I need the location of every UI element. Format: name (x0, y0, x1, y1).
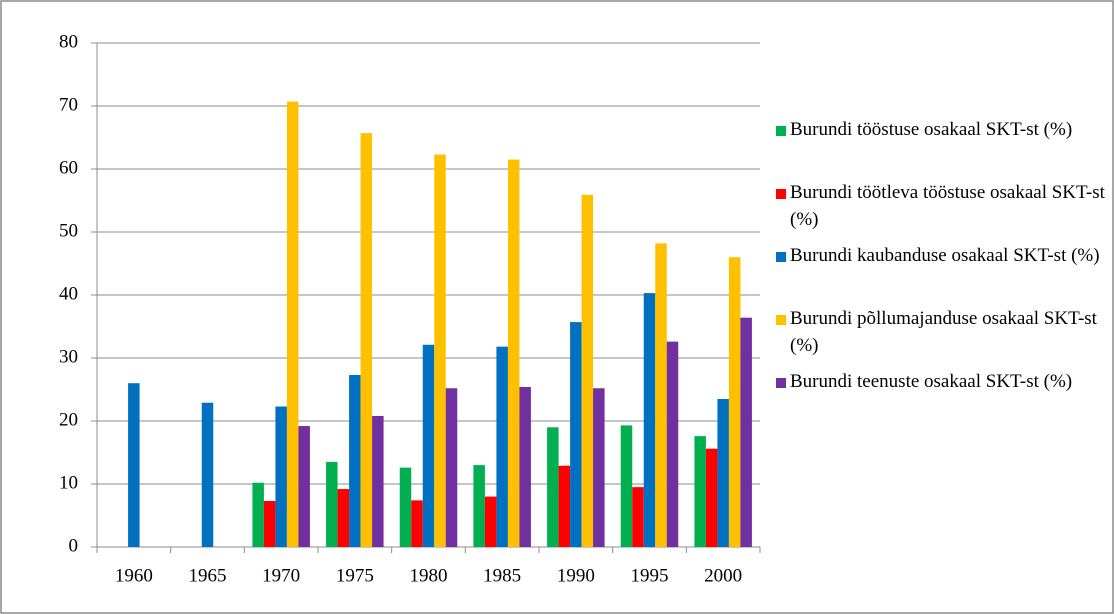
bar (496, 346, 508, 547)
bar (570, 322, 582, 547)
legend-swatch (776, 378, 786, 388)
legend-entry: Burundi teenuste osakaal SKT-st (%) (776, 368, 1106, 431)
bar (275, 406, 287, 547)
bar (484, 496, 497, 547)
legend-entry: Burundi tööstuse osakaal SKT-st (%) (776, 116, 1106, 179)
y-tick-label: 10 (59, 472, 78, 493)
bar (581, 194, 594, 547)
y-tick-label: 50 (59, 220, 78, 241)
bar (558, 465, 571, 547)
bar (298, 426, 310, 547)
bar (201, 402, 214, 547)
x-tick-label: 1975 (336, 565, 374, 586)
x-tick-label: 1970 (262, 565, 300, 586)
bar (337, 489, 350, 547)
legend-swatch (776, 315, 786, 325)
y-tick-label: 60 (59, 157, 78, 178)
bar (411, 500, 423, 547)
bar (632, 487, 644, 547)
bar (728, 257, 741, 547)
x-tick-label: 1965 (189, 565, 227, 586)
x-tick-label: 1990 (557, 565, 595, 586)
bar (422, 344, 435, 547)
legend-label: Burundi kaubanduse osakaal SKT-st (%) (790, 245, 1100, 266)
legend-label: Burundi tööstuse osakaal SKT-st (%) (790, 119, 1073, 140)
bar (507, 159, 520, 548)
legend-label: Burundi teenuste osakaal SKT-st (%) (790, 371, 1073, 392)
legend-entry: Burundi töötleva tööstuse osakaal SKT-st… (776, 179, 1106, 242)
bar (740, 317, 752, 547)
bar (445, 388, 458, 547)
bar (263, 501, 276, 547)
bar (252, 482, 264, 547)
bar (666, 341, 679, 547)
x-tick-label: 1980 (410, 565, 448, 586)
legend-label: Burundi töötleva tööstuse osakaal SKT-st… (790, 182, 1105, 230)
legend-swatch (776, 189, 786, 199)
legend: Burundi tööstuse osakaal SKT-st (%) Burun… (776, 116, 1106, 431)
bar (434, 154, 446, 547)
bar (360, 133, 373, 547)
bar (326, 461, 338, 547)
y-tick-label: 30 (59, 346, 78, 367)
bar (473, 465, 485, 547)
bar (128, 383, 140, 547)
bar (593, 388, 605, 547)
legend-entry: Burundi kaubanduse osakaal SKT-st (%) (776, 242, 1106, 305)
y-tick-label: 20 (59, 409, 78, 430)
y-tick-label: 40 (59, 283, 78, 304)
bar (349, 375, 361, 547)
y-tick-label: 0 (69, 535, 79, 556)
bar (620, 425, 633, 547)
bar (655, 243, 667, 547)
bar (643, 293, 656, 547)
x-tick-label: 1995 (631, 565, 669, 586)
y-tick-label: 70 (59, 94, 78, 115)
legend-label: Burundi põllumajanduse osakaal SKT-st (%… (790, 308, 1097, 356)
legend-swatch (776, 252, 786, 262)
x-tick-label: 1985 (483, 565, 521, 586)
bar (547, 427, 559, 547)
y-tick-label: 80 (59, 31, 78, 52)
x-tick-label: 2000 (704, 565, 742, 586)
bar (399, 467, 412, 547)
legend-entry: Burundi põllumajanduse osakaal SKT-st (%… (776, 305, 1106, 368)
bar (519, 386, 531, 547)
legend-swatch (776, 126, 786, 136)
bar (694, 436, 706, 547)
bar (705, 448, 718, 547)
bar (372, 415, 384, 547)
bar (717, 398, 729, 547)
x-tick-label: 1960 (115, 565, 153, 586)
bar (286, 101, 299, 547)
